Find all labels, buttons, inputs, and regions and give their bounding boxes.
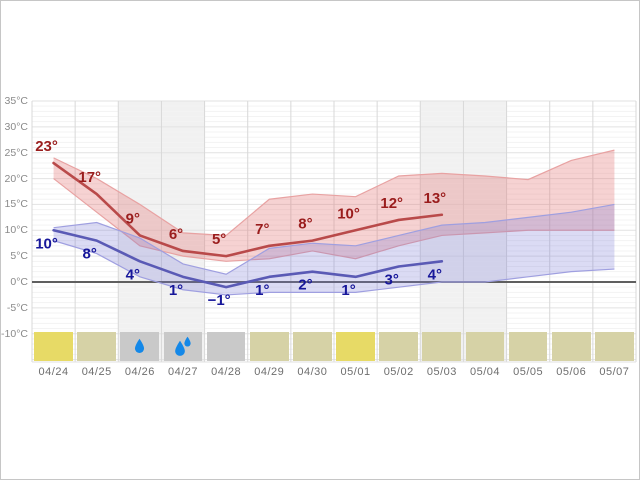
high-temperature-band-lower-edge [53,178,615,262]
low-temperature-line [52,228,444,289]
high-temperature-value-label: 13° [424,190,447,207]
low-temperature-band-upper-edge [53,203,615,275]
date-label: 05/01 [340,366,371,378]
y-axis-tick-label: 35°C [4,95,28,107]
weather-cell-cloudy [206,332,246,361]
y-axis-tick-label: 30°C [4,120,28,133]
y-axis-tick-label: 20°C [4,172,28,185]
high-temperature-value-label: 8° [298,216,312,233]
high-temperature-value-label: 7° [255,221,269,238]
date-label: 04/28 [211,366,242,378]
low-temperature-value-label: 1° [341,282,355,299]
low-temperature-band-lower-edge [53,240,615,296]
high-temperature-value-label: 9° [126,210,140,227]
date-label: 05/06 [556,366,587,378]
date-label: 04/26 [124,366,155,378]
high-temperature-value-label: 6° [169,226,183,243]
low-temperature-value-label: 1° [255,282,269,299]
weather-cell-light-rain [120,332,160,361]
high-temperature-band-upper-edge [53,149,615,237]
low-temperature-value-label: 2° [298,277,312,294]
y-axis-tick-label: 5°C [10,250,28,263]
low-temperature-band [53,204,615,295]
high-temperature-value-label: 12° [380,195,403,212]
low-temperature-value-label: 4° [428,266,442,283]
y-axis-tick-label: 0°C [10,276,28,288]
low-temperature-value-label: −1° [208,292,231,309]
date-label: 04/24 [38,366,69,378]
y-axis-tick-label: 15°C [4,198,28,211]
raindrop-icon [175,340,186,356]
high-temperature-value-label: 23° [35,138,58,155]
date-label: 04/27 [167,366,198,378]
date-label: 05/04 [469,366,500,378]
weather-cell-partly-cloudy [249,332,289,361]
weather-cell-partly-cloudy [508,332,548,361]
high-temperature-value-label: 17° [78,169,101,186]
high-temperature-value-label: 5° [212,231,226,248]
low-temperature-value-label: 1° [169,282,183,299]
weather-cell-sunny [34,332,73,361]
high-temperature-value-label: 10° [337,205,360,222]
date-label: 04/25 [81,366,112,378]
y-axis-tick-label: 10°C [4,224,28,237]
low-temperature-value-label: 8° [83,246,97,263]
weather-cell-partly-cloudy [77,332,116,361]
high-temperature-line [52,161,444,258]
date-label: 04/29 [254,366,285,378]
low-temperature-value-label: 4° [126,266,140,283]
date-label: 05/05 [513,366,544,378]
weather-cell-sunny [336,332,375,361]
date-label: 05/07 [599,366,630,378]
y-axis-tick-label: -5°C [6,301,28,314]
low-temperature-value-label: 3° [385,271,399,288]
y-axis-tick-label: -10°C [1,327,28,340]
date-label: 05/03 [426,366,457,378]
weather-cell-rain [163,332,203,361]
weather-cell-partly-cloudy [379,332,418,361]
weather-cell-partly-cloudy [422,332,462,361]
date-label: 05/02 [383,366,414,378]
raindrop-icon [184,336,192,346]
weather-cell-partly-cloudy [465,332,505,361]
weather-cell-partly-cloudy [595,332,634,361]
low-temperature-value-label: 10° [35,235,58,252]
weather-cell-partly-cloudy [551,332,591,361]
weather-cell-partly-cloudy [293,332,332,361]
raindrop-icon [135,338,145,353]
y-axis-tick-label: 25°C [4,146,28,159]
date-label: 04/30 [297,366,328,378]
